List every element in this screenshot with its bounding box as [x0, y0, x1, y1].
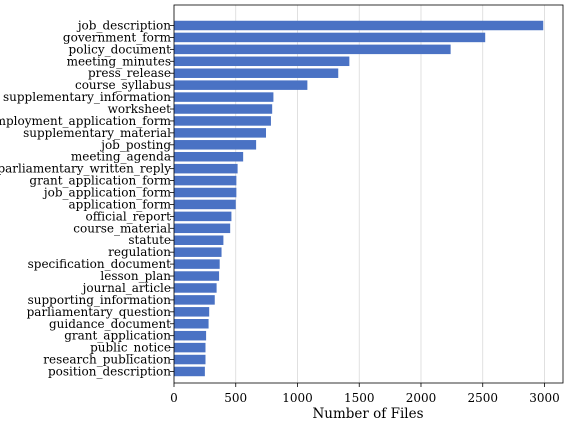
bar-journal-article — [174, 283, 217, 293]
x-tick-label: 3000 — [529, 391, 560, 405]
category-label: worksheet — [108, 102, 172, 116]
bar-statute — [174, 235, 224, 245]
category-label: course_syllabus — [75, 78, 171, 92]
bar-meeting-minutes — [174, 56, 350, 67]
category-label: grant_application — [64, 329, 171, 343]
category-label: parliamentary_written_reply — [0, 162, 171, 176]
category-label: government_form — [63, 30, 172, 44]
category-label: official_report — [86, 209, 172, 223]
x-tick-labels: 0 500 1000 1500 2000 2500 3000 — [170, 383, 560, 405]
bar-application-form — [174, 199, 236, 210]
category-labels: job_descriptiongovernment_formpolicy_doc… — [0, 19, 174, 378]
bar-job-application-form — [174, 187, 237, 198]
bar-job-description — [174, 20, 544, 31]
category-label: job_application_form — [42, 186, 172, 200]
category-label: press_release — [88, 66, 171, 80]
category-label: guidance_document — [49, 317, 171, 331]
category-label: lesson_plan — [100, 269, 171, 283]
bar-course-material — [174, 223, 231, 234]
x-tick-label: 2500 — [467, 391, 498, 405]
plot-frame — [173, 4, 564, 384]
x-tick-label: 500 — [224, 391, 247, 405]
bar-worksheet — [174, 104, 273, 114]
category-label: application_form — [69, 197, 172, 211]
bar-supporting-information — [174, 295, 215, 305]
bar-research-publication — [174, 354, 206, 365]
category-label: supplementary_material — [23, 126, 171, 140]
bar-parliamentary-question — [174, 307, 210, 317]
category-label: statute — [128, 233, 171, 247]
category-label: course_material — [73, 221, 171, 235]
bars — [174, 20, 544, 377]
category-label: regulation — [108, 245, 171, 259]
category-label: public_notice — [90, 341, 171, 355]
category-label: employment_application_form — [0, 114, 172, 128]
category-label: research_publication — [43, 353, 171, 367]
category-label: meeting_agenda — [71, 150, 171, 164]
bar-meeting-agenda — [174, 151, 244, 162]
bar-press-release — [174, 68, 339, 78]
bar-guidance-document — [174, 319, 209, 329]
bar-course-syllabus — [174, 80, 308, 90]
category-label: job_posting — [99, 138, 171, 152]
bar-official-report — [174, 211, 232, 222]
category-label: policy_document — [69, 42, 172, 56]
bar-supplementary-information — [174, 92, 274, 102]
category-label: position_description — [48, 364, 171, 378]
x-axis-title: Number of Files — [312, 406, 423, 422]
bar-job-posting — [174, 140, 257, 150]
bar-policy-document — [174, 44, 451, 55]
category-label: supporting_information — [28, 293, 172, 307]
category-label: supplementary_information — [3, 90, 171, 104]
x-tick-label: 1000 — [282, 391, 313, 405]
category-label: parliamentary_question — [27, 305, 172, 319]
bar-position-description — [174, 366, 205, 377]
gridlines — [173, 5, 545, 383]
bar-government-form — [174, 32, 486, 43]
bar-supplementary-material — [174, 128, 267, 138]
bar-public-notice — [174, 342, 206, 353]
bar-parliamentary-written-reply — [174, 163, 238, 174]
x-tick-label: 2000 — [406, 391, 437, 405]
x-tick-label: 0 — [170, 391, 178, 405]
x-tick-label: 1500 — [344, 391, 375, 405]
bar-grant-application — [174, 330, 207, 341]
bar-grant-application-form — [174, 175, 237, 186]
bar-lesson-plan — [174, 271, 220, 281]
category-label: grant_application_form — [29, 174, 171, 188]
bar-employment-application-form — [174, 116, 271, 126]
category-label: meeting_minutes — [67, 54, 171, 68]
bar-regulation — [174, 247, 222, 257]
category-label: job_description — [76, 19, 171, 33]
bar-specification-document — [174, 259, 220, 269]
category-label: specification_document — [28, 257, 172, 271]
category-label: journal_article — [81, 281, 171, 295]
